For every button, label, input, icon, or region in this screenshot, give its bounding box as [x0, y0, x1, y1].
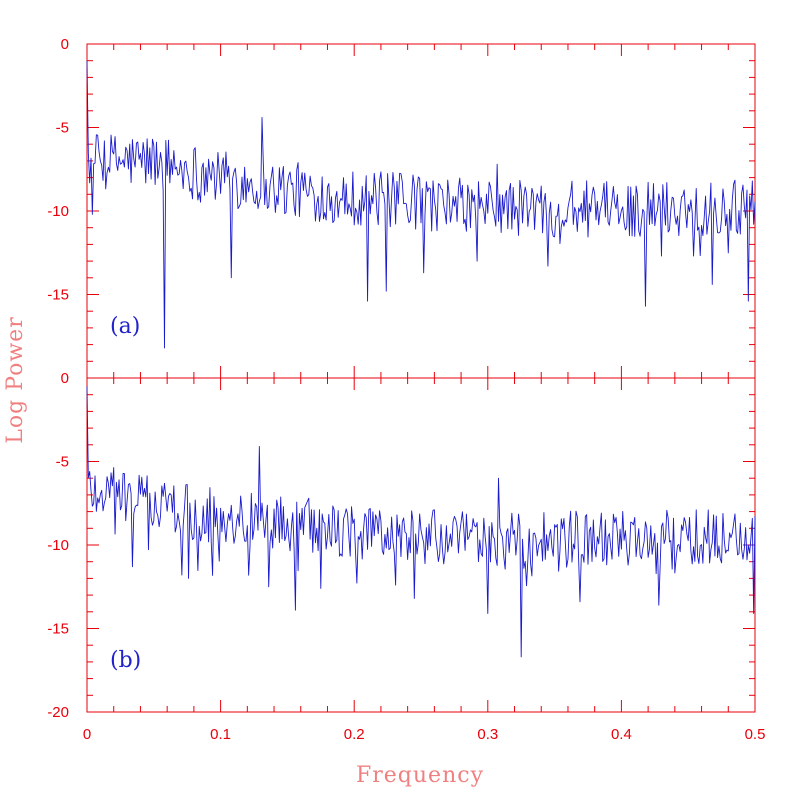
y-tick-label: -20	[47, 704, 69, 721]
y-tick-label: 0	[61, 36, 69, 53]
y-axis-title: Log Power	[3, 316, 28, 443]
panel-label: (a)	[110, 314, 140, 339]
x-axis-title: Frequency	[356, 763, 484, 788]
power-spectrum-line	[86, 60, 756, 349]
panel-label: (b)	[110, 648, 141, 673]
panel-b-plot: 0 -5 -10 -15 -20 0 0.1 0.2 0.3 0.4 0.5 (b)	[47, 370, 765, 743]
x-tick-label: 0	[83, 726, 91, 743]
power-spectrum-line	[86, 386, 756, 658]
y-tick-label: -5	[56, 120, 69, 137]
y-tick-label: 0	[61, 370, 69, 387]
x-tick-label: 0.5	[745, 726, 766, 743]
x-tick-label: 0.1	[210, 726, 231, 743]
x-tick-label: 0.2	[344, 726, 365, 743]
x-tick-label: 0.3	[477, 726, 498, 743]
y-tick-label: -5	[56, 454, 69, 471]
y-tick-label: -10	[47, 537, 69, 554]
x-tick-label: 0.4	[611, 726, 632, 743]
panel-a-plot: 0 -5 -10 -15 (a)	[47, 36, 756, 379]
y-tick-label: -15	[47, 287, 69, 304]
y-tick-label: -10	[47, 203, 69, 220]
y-tick-label: -15	[47, 621, 69, 638]
